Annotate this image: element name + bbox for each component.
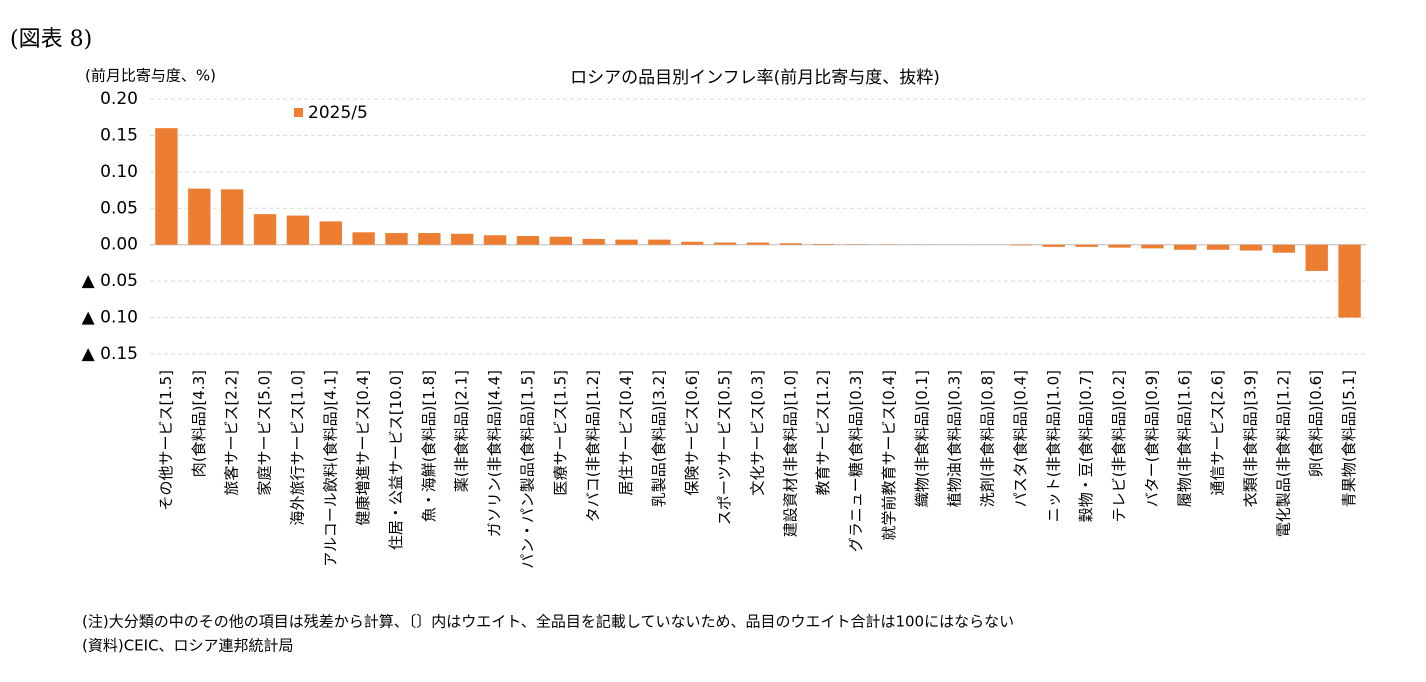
bar [582,238,605,245]
bar [681,241,704,245]
legend-swatch [294,108,303,117]
x-tick-label: 織物(非食料品)[0.1] [913,370,931,507]
x-tick-label: 肉(食料品)[4.3] [190,370,208,477]
bar [615,239,638,245]
y-tick-label: 0.15 [100,125,138,145]
bar [188,188,211,245]
figure-label: (図表 8) [10,27,92,52]
x-tick-label: 教育サービス[1.2] [814,370,832,496]
bar [253,214,277,245]
x-tick-label: パン・パン製品(食料品)[1.5] [518,370,536,569]
bar [1174,244,1197,250]
y-tick-label: 0.10 [100,162,138,182]
bar [516,235,540,245]
x-tick-label: スポーツサービス[0.5] [716,370,734,525]
x-tick-label: 就学前教育サービス[0.4] [880,370,898,541]
bar [779,243,803,245]
bar [352,232,375,245]
bar [483,235,507,245]
x-tick-label: 居住サービス[0.4] [617,370,635,496]
x-tick-label: 卵(食料品)[0.6] [1307,370,1325,477]
x-tick-label: ガソリン(非食料品)[4.4] [486,370,504,537]
bar [1305,244,1328,271]
bar [812,243,835,245]
y-tick-label: 0.00 [100,235,138,255]
x-tick-label: 青果物(食料品)[5.1] [1340,370,1358,507]
x-tick-label: テレビ(非食料品)[0.2] [1110,370,1128,522]
x-tick-label: 植物油(食料品)[0.3] [946,370,964,507]
x-tick-label: ニット(非食料品)[1.0] [1044,370,1062,522]
x-tick-label: 電化製品(非食料品)[1.2] [1274,370,1292,537]
bar [648,239,671,245]
x-tick-label: 魚・海鮮(食料品)[1.8] [420,370,438,522]
bar [1141,244,1164,249]
bar [1338,244,1361,318]
x-tick-label: 履物(非食料品)[1.6] [1176,370,1194,507]
x-tick-label: 洗剤(非食料品)[0.8] [979,370,997,507]
x-tick-label: グラニュー糖(食料品)[0.3] [847,370,865,552]
bar [1108,244,1131,248]
bar [1009,244,1033,246]
x-tick-label: 保険サービス[0.6] [683,370,701,496]
x-tick-label: 通信サービス[2.6] [1209,370,1227,496]
x-tick-label: 穀物・豆(食料品)[0.7] [1077,370,1095,522]
x-tick-label: 健康増進サービス[0.4] [354,370,372,526]
bar [220,189,244,245]
y-tick-label: ▲ 0.10 [82,308,138,328]
bar [549,236,572,245]
legend-label: 2025/5 [308,103,368,123]
x-tick-label: 旅客サービス[2.2] [223,370,241,496]
bar [1239,244,1263,251]
bar [1272,244,1296,253]
x-tick-label: 医療サービス[1.5] [551,370,569,496]
bar [713,242,737,245]
bar [319,221,342,245]
x-tick-label: バター(食料品)[0.9] [1143,370,1161,507]
bar [451,233,474,245]
x-tick-label: 海外旅行サービス[1.0] [288,370,306,526]
x-tick-label: 文化サービス[0.3] [749,370,767,496]
x-tick-label: 薬(非食料品)[2.1] [453,370,471,492]
x-tick-label: 住居・公益サービス[10.0] [387,370,405,550]
x-tick-label: 乳製品(食料品)[3.2] [650,370,668,507]
y-tick-label: ▲ 0.15 [82,344,138,364]
x-tick-label: パスタ(食料品)[0.4] [1011,370,1029,507]
x-tick-label: タバコ(非食料品)[1.2] [584,370,602,522]
bar [286,215,310,245]
y-tick-label: 0.05 [100,198,138,218]
x-tick-label: 衣類(非食料品)[3.9] [1241,370,1259,507]
bar [1206,244,1230,250]
bar [418,233,441,245]
chart-title: ロシアの品目別インフレ率(前月比寄与度、抜粋) [570,68,940,88]
y-tick-label: ▲ 0.05 [82,271,138,291]
x-tick-label: その他サービス[1.5] [157,370,175,511]
x-tick-label: アルコール飲料(食料品)[4.1] [321,370,339,567]
bar [1075,244,1098,247]
bar [385,233,408,245]
bar [155,128,178,245]
bar [1042,244,1065,247]
bar [746,242,770,245]
y-tick-label: 0.20 [100,89,138,109]
y-axis-label: (前月比寄与度、%) [85,67,216,85]
x-tick-label: 建設資材(非食料品)[1.0] [781,370,799,537]
note: (注)大分類の中のその他の項目は残差から計算、〔〕内はウエイト、全品目を記載して… [82,613,1014,631]
note: (資料)CEIC、ロシア連邦統計局 [82,637,294,655]
x-tick-label: 家庭サービス[5.0] [256,370,274,496]
